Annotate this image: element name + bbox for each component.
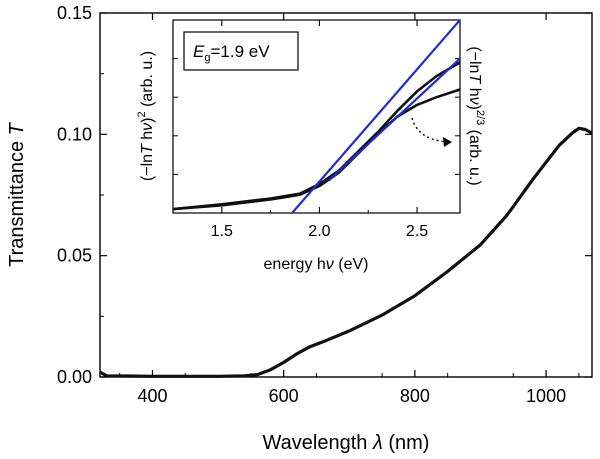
inset-right-ylabel-part-7: (arb. u.) xyxy=(466,130,483,186)
inset-left-ylabel-part-2: T xyxy=(139,143,156,154)
inset-x-axis-title: energy hν (eV) xyxy=(264,256,369,273)
main-y-tick-labels: 0.00 0.05 0.10 0.15 xyxy=(57,3,92,387)
inset-right-ylabel-part-4: ν xyxy=(466,97,483,105)
inset-x-axis-title-symbol: ν xyxy=(326,256,334,273)
main-x-axis-title: Wavelength λ (nm) xyxy=(263,432,430,454)
bandgap-symbol: E xyxy=(193,42,205,61)
inset-left-ylabel-part-4: ν xyxy=(139,123,156,131)
inset-x-tick-label: 2.0 xyxy=(308,223,330,240)
main-series-line xyxy=(99,126,593,378)
main-y-tick-label: 0.05 xyxy=(57,246,92,266)
inset-fit-line xyxy=(328,57,460,182)
inset-x-tick-labels: 1.5 2.0 2.5 xyxy=(211,223,429,240)
main-x-tick-label: 800 xyxy=(400,386,430,406)
main-chart: 400 600 800 1000 0.00 0.05 0.10 0.15 Wavelengt… xyxy=(6,3,593,454)
main-x-axis-title-unit: (nm) xyxy=(388,432,429,454)
main-x-tick-label: 600 xyxy=(269,386,299,406)
main-y-tick-label: 0.00 xyxy=(57,367,92,387)
inset-left-ylabel-part-5: ) xyxy=(139,118,156,123)
bandgap-subscript: g xyxy=(204,52,210,64)
inset-right-ylabel-part-2: T xyxy=(466,73,483,84)
annotation-arrow xyxy=(411,117,449,143)
main-y-axis-title-text: Transmittance xyxy=(6,141,28,267)
inset-left-ylabel-part-3: h xyxy=(139,131,156,140)
inset-right-ylabel-part-1: (−ln xyxy=(466,46,483,73)
main-x-tick-label: 1000 xyxy=(526,386,566,406)
inset-x-axis-title-text: energy h xyxy=(264,256,326,273)
inset-right-ylabel-part-6: 2/3 xyxy=(474,110,486,125)
inset-chart: 1.5 2.0 2.5 Eg=1.9 eV energy hν (eV) (−lnT… xyxy=(136,19,486,273)
main-ticks xyxy=(100,12,592,378)
bandgap-value: =1.9 eV xyxy=(210,42,270,61)
inset-x-tick-label: 1.5 xyxy=(211,223,233,240)
inset-left-ylabel-part-7: (arb. u.) xyxy=(139,51,156,107)
bandgap-annotation: Eg=1.9 eV xyxy=(193,42,270,64)
inset-right-ylabel-part-3: h xyxy=(466,88,483,97)
inset-right-ylabel-part-5: ) xyxy=(466,105,483,110)
main-x-axis-title-text: Wavelength xyxy=(263,432,368,454)
main-y-tick-label: 0.15 xyxy=(57,3,92,23)
annotation-arrow-head xyxy=(443,137,452,147)
inset-fit-line xyxy=(291,20,460,213)
main-y-axis-title-symbol: T xyxy=(6,121,28,135)
main-x-axis-title-symbol: λ xyxy=(372,432,383,454)
main-x-tick-label: 400 xyxy=(137,386,167,406)
main-x-tick-labels: 400 600 800 1000 xyxy=(137,386,566,406)
main-y-tick-label: 0.10 xyxy=(57,124,92,144)
inset-left-ylabel-part-1: (−ln xyxy=(139,154,156,181)
inset-series-group xyxy=(173,20,460,213)
main-series xyxy=(99,126,593,378)
inset-x-tick-label: 2.5 xyxy=(406,223,428,240)
inset-series xyxy=(173,20,460,213)
inset-x-axis-title-unit: (eV) xyxy=(338,256,368,273)
bandgap-annotation-box xyxy=(183,31,299,71)
inset-left-y-axis-title: (−lnT hν)2 (arb. u.) xyxy=(136,51,156,181)
inset-left-ylabel-part-6: 2 xyxy=(136,111,148,117)
main-y-axis-title: Transmittance T xyxy=(6,121,28,267)
inset-right-y-axis-title: (−lnT hν)2/3 (arb. u.) xyxy=(466,46,486,185)
